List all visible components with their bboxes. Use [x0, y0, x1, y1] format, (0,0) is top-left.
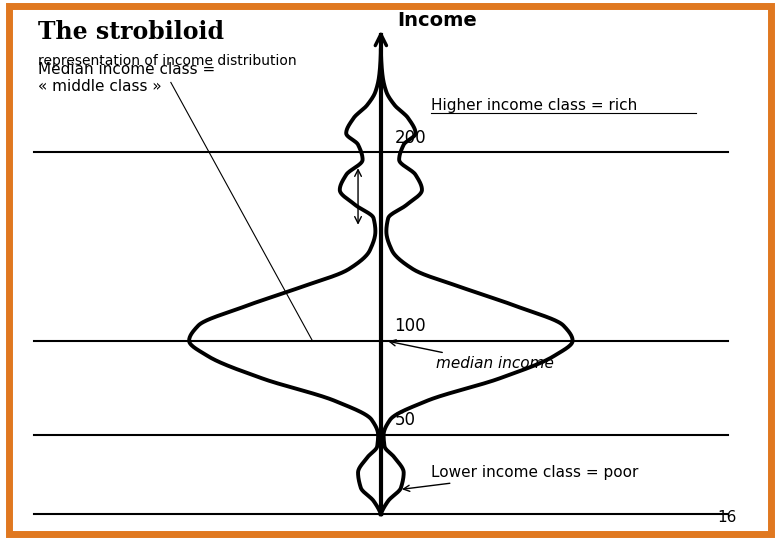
Text: 100: 100 [395, 317, 426, 335]
Text: median income: median income [390, 340, 554, 371]
Polygon shape [189, 50, 573, 514]
Text: 50: 50 [395, 411, 416, 429]
Text: Income: Income [397, 11, 477, 30]
Text: Median income class =
« middle class »: Median income class = « middle class » [38, 62, 216, 94]
Text: 16: 16 [718, 510, 737, 525]
Text: 200: 200 [395, 129, 426, 146]
Text: Lower income class = poor: Lower income class = poor [403, 465, 639, 491]
Text: representation of income distribution: representation of income distribution [38, 54, 297, 68]
Text: The strobiloid: The strobiloid [38, 20, 225, 44]
Text: Higher income class = rich: Higher income class = rich [431, 98, 637, 112]
